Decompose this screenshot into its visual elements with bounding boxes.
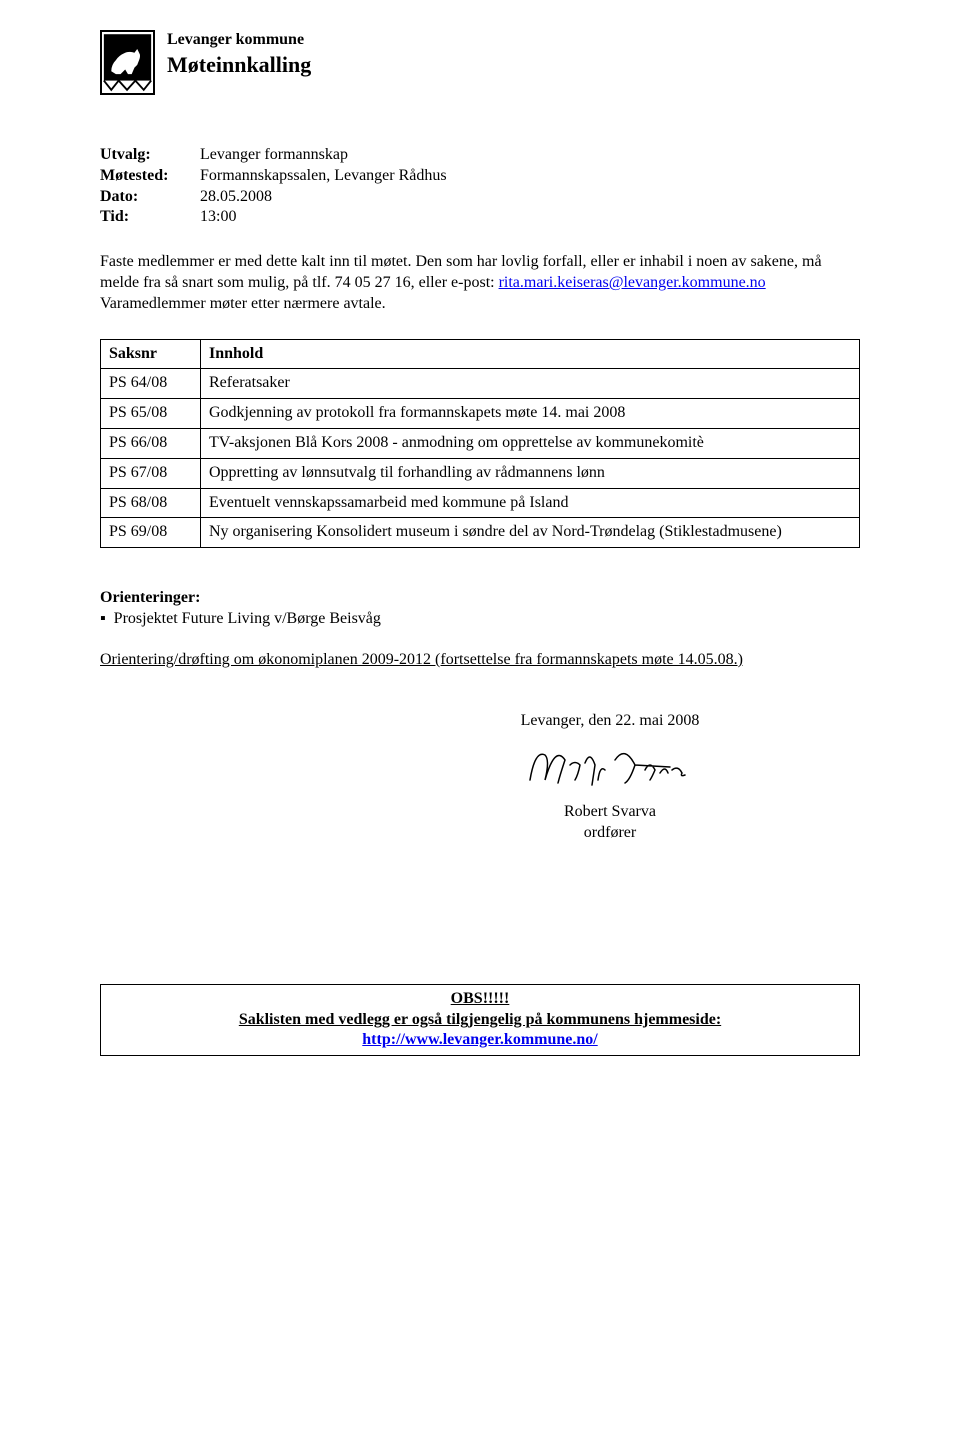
case-nr: PS 64/08 (101, 369, 201, 399)
utvalg-label: Utvalg: (100, 145, 200, 166)
case-text: Referatsaker (201, 369, 860, 399)
signature-title: ordfører (460, 823, 760, 844)
utvalg-value: Levanger formannskap (200, 145, 453, 166)
case-nr: PS 65/08 (101, 399, 201, 429)
tid-value: 13:00 (200, 207, 453, 228)
case-table: Saksnr Innhold PS 64/08 Referatsaker PS … (100, 339, 860, 549)
header-text-block: Levanger kommune Møteinnkalling (167, 30, 311, 79)
col-saksnr: Saksnr (101, 339, 201, 369)
planning-text: Orientering/drøfting om økonomiplanen 20… (100, 650, 860, 671)
orientations: Orienteringer: Prosjektet Future Living … (100, 588, 860, 630)
footer-box: OBS!!!!! Saklisten med vedlegg er også t… (100, 984, 860, 1056)
email-link[interactable]: rita.mari.keiseras@levanger.kommune.no (499, 274, 766, 291)
case-nr: PS 68/08 (101, 488, 201, 518)
document-header: Levanger kommune Møteinnkalling (100, 30, 860, 95)
footer-text: Saklisten med vedlegg er også tilgjengel… (109, 1010, 851, 1031)
case-text: Ny organisering Konsolidert museum i søn… (201, 518, 860, 548)
signature-block: Levanger, den 22. mai 2008 Robert Svarva… (460, 711, 760, 844)
organization-name: Levanger kommune (167, 30, 311, 51)
table-row: PS 64/08 Referatsaker (101, 369, 860, 399)
signature-name: Robert Svarva (460, 802, 760, 823)
table-row: PS 67/08 Oppretting av lønnsutvalg til f… (101, 458, 860, 488)
motested-value: Formannskapssalen, Levanger Rådhus (200, 166, 453, 187)
motested-label: Møtested: (100, 166, 200, 187)
signature-date: Levanger, den 22. mai 2008 (460, 711, 760, 732)
footer-obs: OBS!!!!! (109, 989, 851, 1010)
signature-image (510, 735, 710, 795)
page-title: Møteinnkalling (167, 51, 311, 80)
case-text: Eventuelt vennskapssamarbeid med kommune… (201, 488, 860, 518)
table-row: PS 65/08 Godkjenning av protokoll fra fo… (101, 399, 860, 429)
table-row: PS 66/08 TV-aksjonen Blå Kors 2008 - anm… (101, 428, 860, 458)
table-row: PS 68/08 Eventuelt vennskapssamarbeid me… (101, 488, 860, 518)
table-row: PS 69/08 Ny organisering Konsolidert mus… (101, 518, 860, 548)
tid-label: Tid: (100, 207, 200, 228)
footer-link[interactable]: http://www.levanger.kommune.no/ (362, 1031, 597, 1048)
intro-p2: Varamedlemmer møter etter nærmere avtale… (100, 294, 860, 315)
col-innhold: Innhold (201, 339, 860, 369)
orientation-item: Prosjektet Future Living v/Børge Beisvåg (100, 609, 860, 630)
case-text: TV-aksjonen Blå Kors 2008 - anmodning om… (201, 428, 860, 458)
meeting-info: Utvalg: Levanger formannskap Møtested: F… (100, 145, 860, 228)
case-nr: PS 66/08 (101, 428, 201, 458)
intro-text: Faste medlemmer er med dette kalt inn ti… (100, 252, 860, 314)
municipality-logo (100, 30, 155, 95)
case-text: Godkjenning av protokoll fra formannskap… (201, 399, 860, 429)
case-nr: PS 67/08 (101, 458, 201, 488)
dato-value: 28.05.2008 (200, 187, 453, 208)
dato-label: Dato: (100, 187, 200, 208)
orientations-title: Orienteringer: (100, 588, 860, 609)
case-text: Oppretting av lønnsutvalg til forhandlin… (201, 458, 860, 488)
case-nr: PS 69/08 (101, 518, 201, 548)
